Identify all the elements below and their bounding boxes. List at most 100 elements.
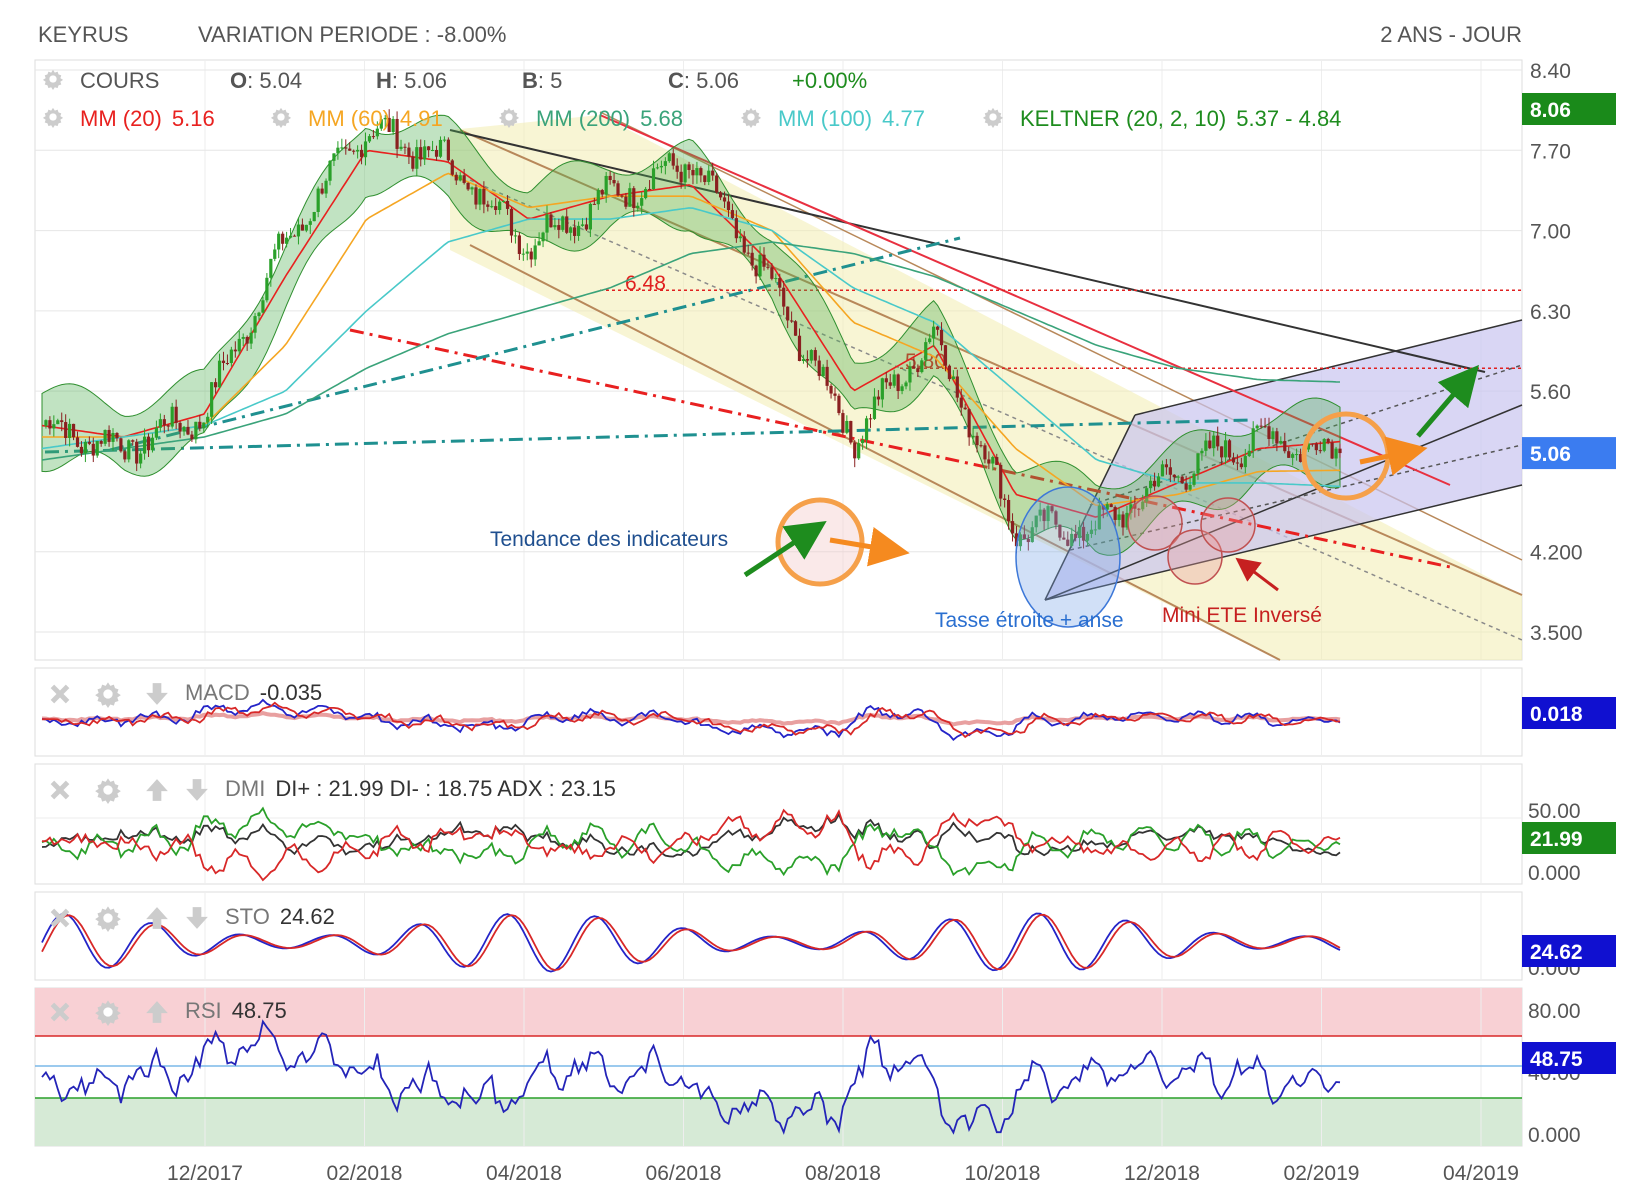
candle-body — [1141, 501, 1145, 510]
candle-body — [60, 420, 64, 423]
candle-body — [442, 139, 447, 141]
candle-body — [632, 188, 636, 209]
candle-body — [553, 225, 557, 228]
candle-body — [285, 237, 289, 244]
candle-body — [888, 382, 892, 386]
candle-body — [955, 376, 959, 398]
candle-body — [663, 161, 667, 166]
candle-body — [1298, 454, 1303, 462]
candle-body — [975, 435, 979, 446]
candle-body — [636, 205, 640, 209]
candle-body — [115, 432, 119, 439]
candle-body — [979, 445, 983, 447]
candle-body — [1251, 428, 1255, 451]
candle-body — [1081, 526, 1086, 541]
candle-body — [292, 235, 297, 237]
candle-body — [604, 175, 608, 195]
macd-gridlines — [204, 668, 1482, 756]
candle-body — [707, 170, 711, 182]
ete-shoulder-right — [1200, 497, 1256, 553]
candle-body — [407, 147, 411, 157]
candle-body — [1074, 533, 1078, 538]
candle-body — [142, 436, 147, 454]
candle-body — [1058, 524, 1062, 538]
candle-body — [1022, 534, 1026, 539]
change-value: +0.00% — [792, 68, 867, 93]
keltner-legend: KELTNER (20, 2, 10) 5.37 - 4.84 — [1020, 106, 1341, 131]
candle-body — [624, 196, 628, 207]
candle-body — [1295, 454, 1299, 456]
candle-body — [758, 254, 762, 277]
candle-body — [876, 396, 881, 400]
macd-badge-text: 0.018 — [1530, 703, 1583, 726]
candle-body — [237, 338, 241, 352]
candle-body — [754, 265, 758, 277]
candle-body — [1050, 506, 1054, 512]
candle-body — [829, 385, 833, 394]
candle-body — [565, 216, 569, 233]
candle-body — [1042, 509, 1046, 522]
candle-body — [111, 432, 115, 442]
candle-body — [1227, 440, 1232, 458]
candle-body — [1326, 438, 1330, 443]
candle-body — [600, 190, 604, 195]
candle-body — [592, 203, 596, 205]
candle-body — [561, 216, 565, 230]
candle-body — [797, 335, 802, 362]
candle-body — [1006, 499, 1011, 522]
candle-body — [233, 349, 237, 352]
candle-body — [813, 350, 817, 361]
candle-body — [699, 168, 703, 176]
price-tick-label: 4.200 — [1530, 542, 1583, 565]
price-orange-arrow — [1359, 436, 1428, 476]
candle-body — [868, 418, 873, 420]
candle-body — [801, 359, 806, 362]
candle-body — [612, 180, 616, 184]
candle-body — [1018, 534, 1023, 547]
candle-body — [872, 396, 877, 419]
sto-badge — [1522, 935, 1616, 967]
candle-body — [478, 188, 482, 205]
candle-body — [1093, 529, 1097, 531]
asc-channel-bottom — [1044, 484, 1523, 601]
ete-annotation: Mini ETE Inversé — [1162, 604, 1322, 627]
candle-body — [1085, 533, 1090, 541]
candle-body — [1129, 504, 1133, 513]
candle-body — [912, 366, 916, 369]
asc-channel-left — [1044, 414, 1136, 601]
candle-body — [348, 148, 352, 151]
candle-body — [1113, 507, 1117, 520]
candle-body — [616, 183, 620, 196]
candle-body — [371, 136, 376, 138]
ma-line-100 — [41, 207, 1341, 488]
candle-body — [1164, 464, 1169, 468]
candle-body — [1030, 527, 1034, 543]
candle-body — [273, 249, 277, 259]
candle-body — [659, 165, 664, 168]
candle-body — [316, 188, 320, 213]
target-green-arrow — [1416, 364, 1480, 438]
mm200-legend: MM (200) 5.68 — [536, 106, 683, 131]
candle-body — [805, 359, 809, 361]
candle-body — [403, 146, 407, 148]
candle-body — [849, 420, 853, 443]
candle-body — [438, 139, 443, 157]
candle-body — [880, 378, 884, 400]
candle-body — [896, 374, 900, 391]
candle-body — [573, 227, 577, 236]
candle-body — [1184, 483, 1188, 490]
candle-body — [308, 221, 312, 225]
candle-body — [1105, 504, 1109, 510]
candle-body — [107, 429, 111, 442]
candle-body — [174, 406, 178, 423]
candle-body — [328, 160, 332, 181]
period-label: 2 ANS - JOUR — [1380, 22, 1522, 47]
candle-body — [387, 117, 391, 133]
ete-shoulder-left — [1127, 495, 1183, 551]
candle-body — [131, 440, 135, 442]
time-tick-label: 12/2018 — [1124, 1162, 1200, 1185]
rsi-line — [41, 1019, 1341, 1135]
price-badge-last-text: 5.06 — [1530, 443, 1571, 466]
candle-body — [210, 382, 214, 417]
